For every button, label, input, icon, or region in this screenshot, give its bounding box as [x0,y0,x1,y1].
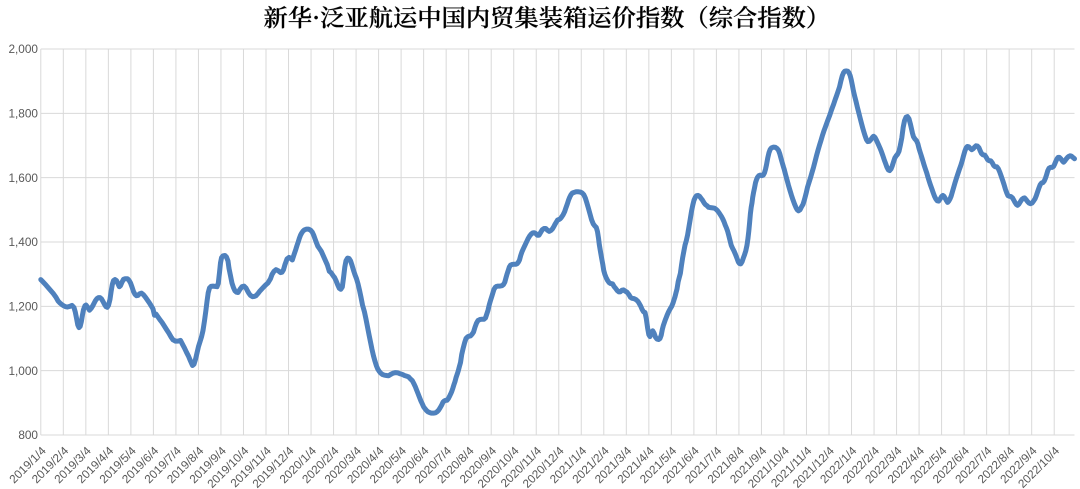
svg-text:1,800: 1,800 [8,106,38,120]
svg-text:800: 800 [18,428,38,442]
svg-text:1,400: 1,400 [8,235,38,249]
svg-text:1,600: 1,600 [8,171,38,185]
svg-text:2,000: 2,000 [8,42,38,56]
svg-text:1,000: 1,000 [8,364,38,378]
svg-text:1,200: 1,200 [8,299,38,313]
